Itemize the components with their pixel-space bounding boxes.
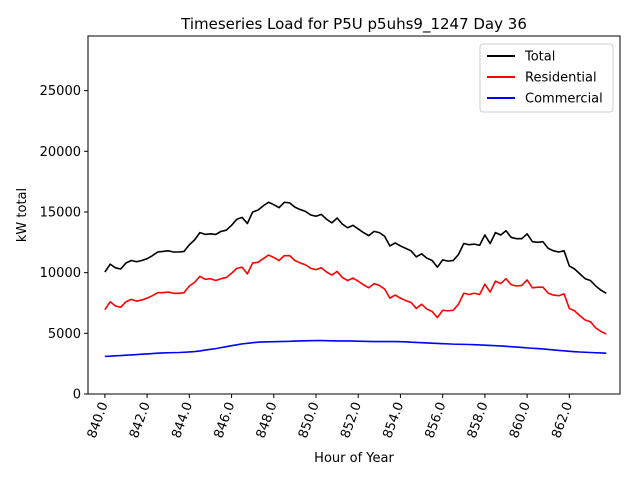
legend: Total Residential Commercial xyxy=(479,43,614,113)
legend-box xyxy=(479,43,614,113)
series-line-total xyxy=(104,201,607,294)
legend-label-commercial: Commercial xyxy=(525,92,603,107)
chart-title: Timeseries Load for P5U p5uhs9_1247 Day … xyxy=(180,15,527,34)
series-line-residential xyxy=(104,254,607,335)
y-axis-label: kW total xyxy=(15,188,30,242)
x-axis-label: Hour of Year xyxy=(314,451,394,466)
y-tick-label: 10000 xyxy=(40,266,81,281)
plot-border xyxy=(87,35,621,395)
y-tick-label: 20000 xyxy=(40,145,81,160)
series-line-commercial xyxy=(104,339,607,358)
legend-label-residential: Residential xyxy=(525,71,597,86)
y-axis-ticks: 0 5000 10000 15000 20000 25000 xyxy=(40,84,88,403)
y-tick-label: 5000 xyxy=(48,327,81,342)
legend-label-total: Total xyxy=(524,50,555,65)
series-layer xyxy=(104,201,607,358)
y-tick-label: 0 xyxy=(73,388,81,403)
y-tick-label: 25000 xyxy=(40,84,81,99)
y-tick-label: 15000 xyxy=(40,205,81,220)
